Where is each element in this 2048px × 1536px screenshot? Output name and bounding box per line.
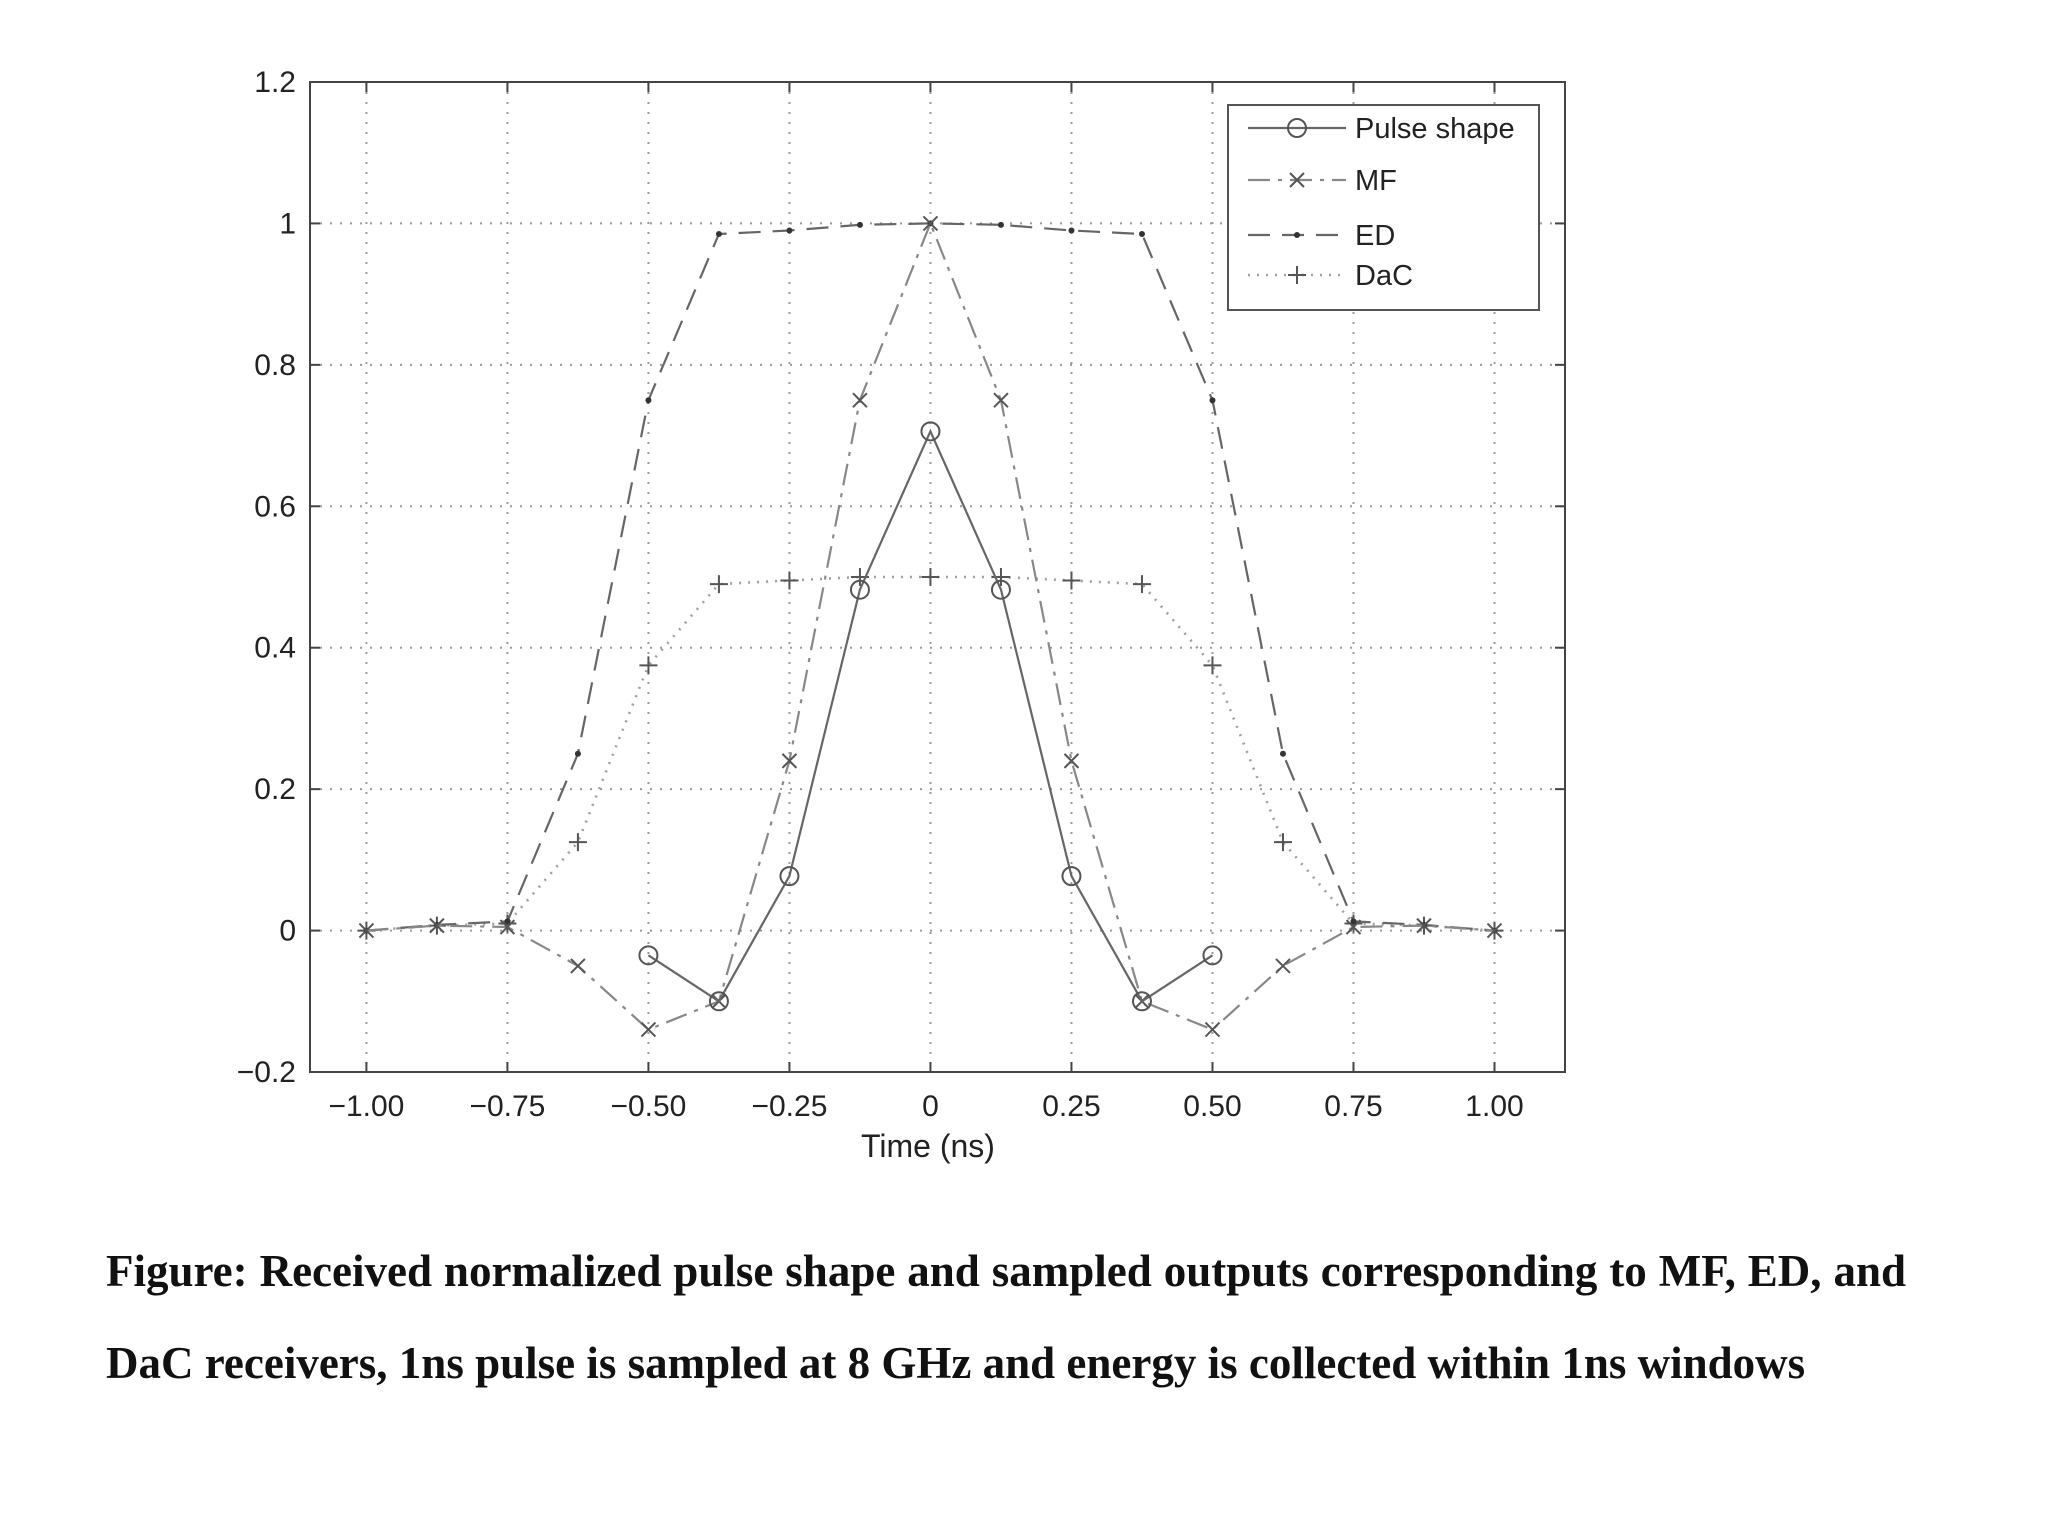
legend: Pulse shape MF ED DaC (1227, 104, 1540, 311)
legend-label-ed: ED (1355, 220, 1395, 252)
legend-label-pulse-shape: Pulse shape (1355, 113, 1515, 145)
data-point-dac (1062, 571, 1081, 590)
data-point-dac (709, 575, 728, 594)
series-line-pulse-shape (647, 428, 1214, 1003)
legend-marker-mf (1289, 172, 1305, 188)
series-mf (358, 215, 1503, 1038)
data-point-dac (1203, 656, 1222, 675)
data-point-mf (570, 958, 586, 974)
data-point-dac (568, 833, 587, 852)
data-point-mf (1063, 753, 1080, 769)
series-pulse-shape (638, 421, 1223, 1012)
series-line-mf (366, 220, 1495, 1031)
data-point-pulse-shape (779, 866, 800, 887)
data-point-mf (1416, 917, 1432, 934)
plot-area-frame (309, 81, 1566, 1073)
data-point-mf (358, 922, 375, 939)
data-point-dac (921, 568, 940, 586)
data-point-ed (856, 221, 863, 228)
legend-marker-pulse-shape (1287, 118, 1307, 138)
data-point-pulse-shape (638, 945, 659, 966)
data-point-mf (499, 919, 516, 935)
data-point-ed (997, 221, 1004, 228)
x-tick-label: 0.50 (1183, 1090, 1241, 1123)
legend-label-mf: MF (1355, 165, 1397, 197)
data-point-mf (1275, 958, 1291, 974)
x-axis-label: Time (ns) (861, 1128, 995, 1164)
y-tick-label: 0.8 (254, 349, 296, 382)
data-point-ed (504, 918, 511, 925)
x-tick-label: 0.25 (1042, 1090, 1100, 1123)
x-tick-label: 1.00 (1465, 1090, 1523, 1123)
y-tick-label: 1.2 (254, 66, 296, 99)
series-line-ed (366, 222, 1495, 932)
data-point-ed (1279, 750, 1286, 757)
data-point-dac (1273, 833, 1292, 852)
data-point-pulse-shape (1202, 945, 1223, 966)
data-point-mf (781, 753, 798, 769)
data-point-dac (780, 571, 799, 590)
data-point-mf (852, 392, 868, 408)
data-point-dac (1132, 575, 1151, 594)
data-point-ed (645, 397, 652, 404)
data-point-mf (640, 1021, 657, 1038)
data-point-ed (574, 750, 581, 757)
legend-marker-dac (1288, 266, 1306, 284)
x-tick-label: 0.75 (1324, 1090, 1382, 1123)
data-point-pulse-shape (1131, 991, 1152, 1012)
data-point-pulse-shape (1061, 866, 1082, 887)
data-point-mf (993, 392, 1009, 408)
axis-ticks: −1.00 −0.75 −0.50 −0.25 0 0.25 0.50 0.75 1.00 −0.… (237, 66, 1565, 1123)
data-point-ed (1068, 227, 1075, 234)
legend-label-dac: DaC (1355, 260, 1413, 292)
data-point-mf (1204, 1021, 1221, 1038)
y-tick-label: 1 (279, 207, 296, 240)
legend-marker-ed (1294, 232, 1300, 238)
figure-caption: Figure: Received normalized pulse shape … (106, 1246, 1906, 1388)
data-point-ed (715, 231, 722, 238)
series-group (357, 215, 1504, 1038)
data-point-mf (1345, 919, 1362, 935)
y-tick-label: 0 (279, 915, 296, 948)
data-point-dac (639, 656, 658, 675)
data-point-mf (922, 215, 939, 232)
y-tick-label: 0.4 (254, 632, 296, 665)
y-tick-label: 0.6 (254, 490, 296, 523)
data-point-ed (786, 227, 793, 234)
data-point-ed (1350, 918, 1357, 925)
data-point-ed (1209, 397, 1216, 404)
y-tick-label: −0.2 (237, 1056, 296, 1089)
legend-box (1227, 104, 1540, 311)
series-dac (357, 568, 1504, 940)
data-point-pulse-shape (849, 579, 870, 600)
x-tick-label: −0.25 (751, 1090, 827, 1123)
x-tick-label: −0.50 (610, 1090, 686, 1123)
x-tick-label: −1.00 (328, 1090, 404, 1123)
data-point-ed (1138, 231, 1145, 238)
x-tick-label: −0.75 (469, 1090, 545, 1123)
data-point-pulse-shape (920, 421, 941, 442)
y-tick-label: 0.2 (254, 773, 296, 806)
x-tick-label: 0 (922, 1090, 939, 1123)
data-point-mf (429, 917, 445, 934)
data-point-pulse-shape (990, 579, 1011, 600)
data-point-pulse-shape (708, 991, 729, 1012)
data-point-mf (1486, 922, 1503, 939)
